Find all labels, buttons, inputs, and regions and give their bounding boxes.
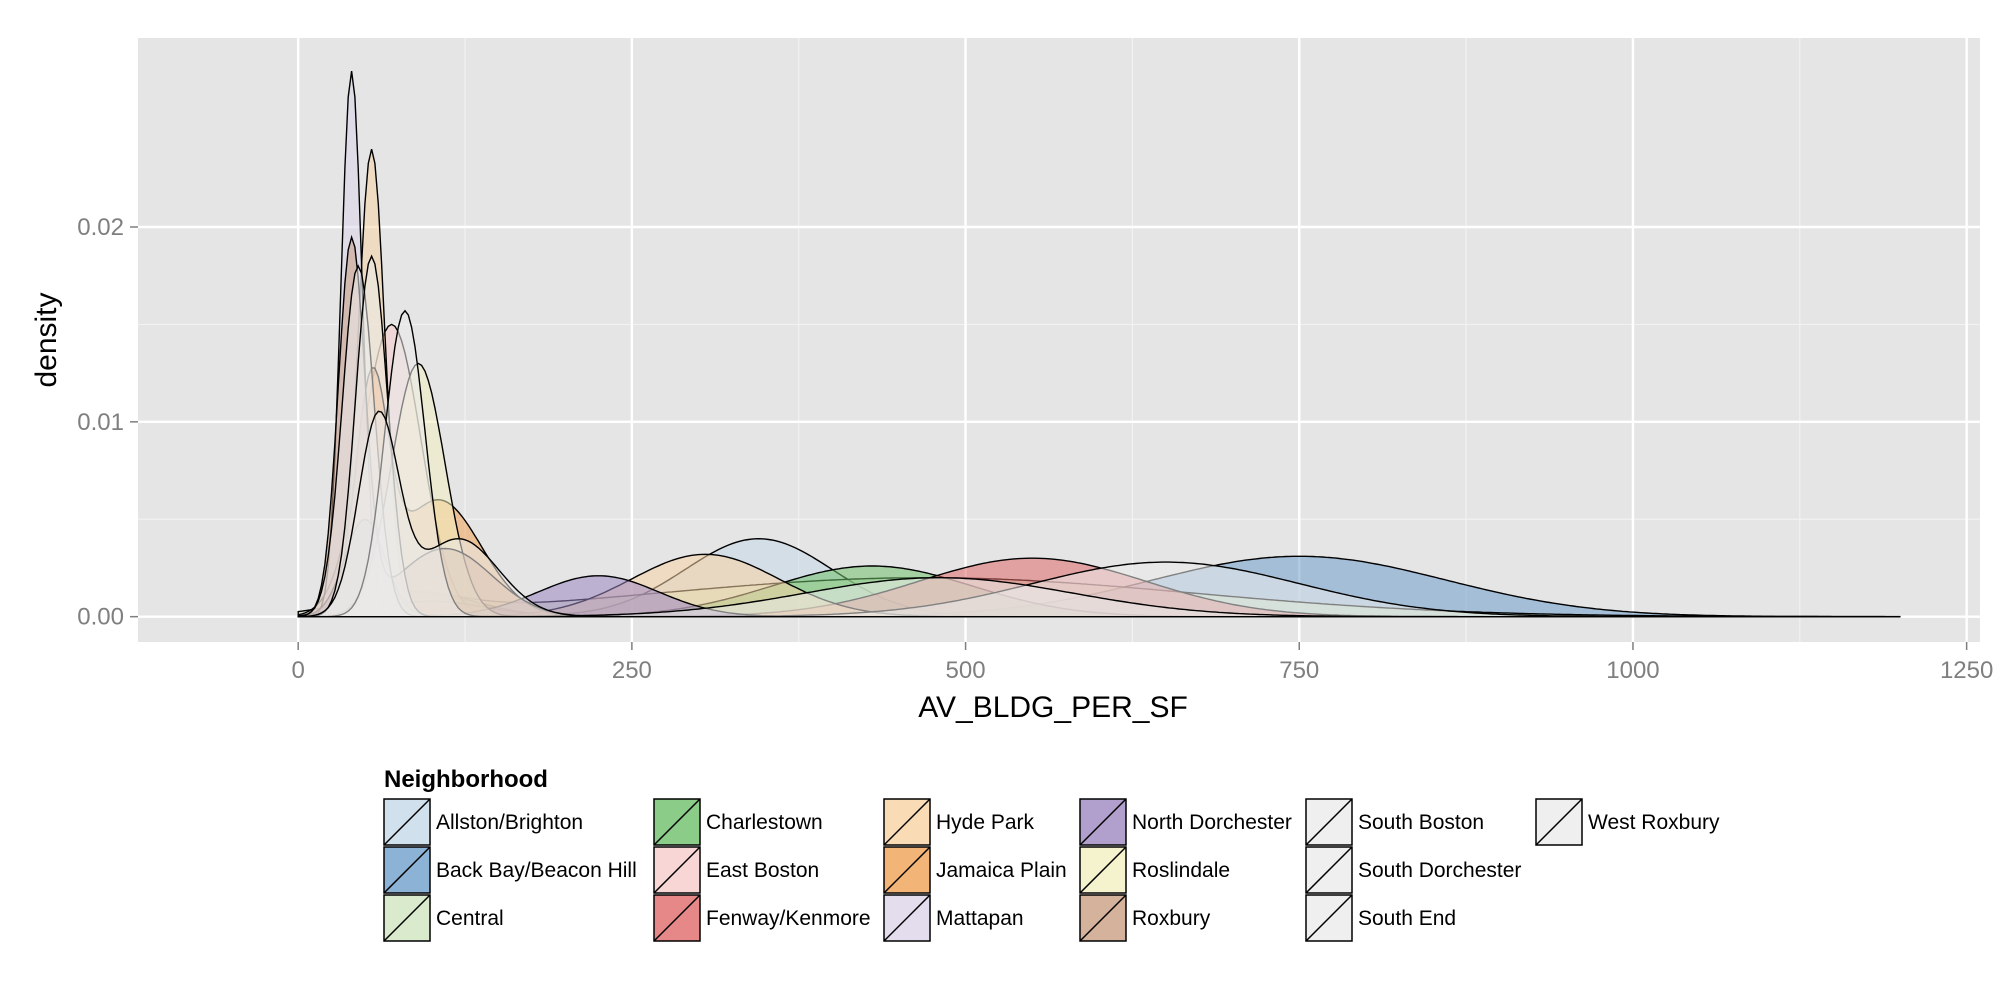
legend-label: Charlestown (706, 811, 823, 834)
legend-key-slash (1079, 846, 1127, 894)
y-tick-label: 0.00 (77, 604, 124, 631)
legend-label: Fenway/Kenmore (706, 907, 871, 930)
x-tick-label: 500 (946, 657, 986, 684)
legend-label: South Boston (1358, 811, 1484, 834)
legend-key-slash (653, 846, 701, 894)
legend-label: Hyde Park (936, 811, 1035, 834)
legend-label: North Dorchester (1132, 811, 1292, 834)
y-axis-ticks: 0.00 0.01 0.02 (77, 214, 138, 631)
legend-key-slash (653, 894, 701, 942)
legend-key-slash (1079, 894, 1127, 942)
density-areas (297, 71, 1901, 618)
legend-label: South Dorchester (1358, 859, 1521, 882)
y-tick-label: 0.01 (77, 409, 124, 436)
x-tick-label: 1000 (1606, 657, 1659, 684)
x-tick-label: 250 (612, 657, 652, 684)
legend-key-slash (883, 894, 931, 942)
legend-key-slash (653, 798, 701, 846)
legend-key-slash (1079, 798, 1127, 846)
legend-key-slash (1305, 846, 1353, 894)
legend-key-slash (883, 798, 931, 846)
legend-label: Roxbury (1132, 907, 1211, 930)
y-tick-label: 0.02 (77, 214, 124, 241)
legend-label: Roslindale (1132, 859, 1230, 882)
legend-key-slash (883, 846, 931, 894)
legend-key-slash (383, 846, 431, 894)
legend-key-slash (1305, 798, 1353, 846)
x-tick-label: 750 (1279, 657, 1319, 684)
legend-key-slash (1535, 798, 1583, 846)
legend-key-slash (383, 798, 431, 846)
x-axis-title: AV_BLDG_PER_SF (918, 691, 1188, 724)
legend-key-slash (383, 894, 431, 942)
y-axis-title: density (30, 292, 63, 387)
legend-title: Neighborhood (384, 766, 548, 793)
x-tick-label: 0 (291, 657, 304, 684)
legend-label: West Roxbury (1588, 811, 1720, 834)
x-tick-label: 1250 (1940, 657, 1993, 684)
legend-label: Mattapan (936, 907, 1024, 930)
legend-label: Central (436, 907, 504, 930)
minor-gridlines (138, 38, 1980, 642)
legend-key-slash (1305, 894, 1353, 942)
legend-label: Jamaica Plain (936, 859, 1067, 882)
legend-label: Allston/Brighton (436, 811, 583, 834)
x-axis-ticks: 0 250 500 750 1000 1250 (291, 642, 1993, 684)
legend-label: Back Bay/Beacon Hill (436, 859, 637, 882)
legend-label: East Boston (706, 859, 819, 882)
legend-label: South End (1358, 907, 1456, 930)
density-area (297, 410, 1900, 618)
legend: Allston/Brighton Back Bay/Beacon Hill Cent… (383, 798, 1720, 942)
